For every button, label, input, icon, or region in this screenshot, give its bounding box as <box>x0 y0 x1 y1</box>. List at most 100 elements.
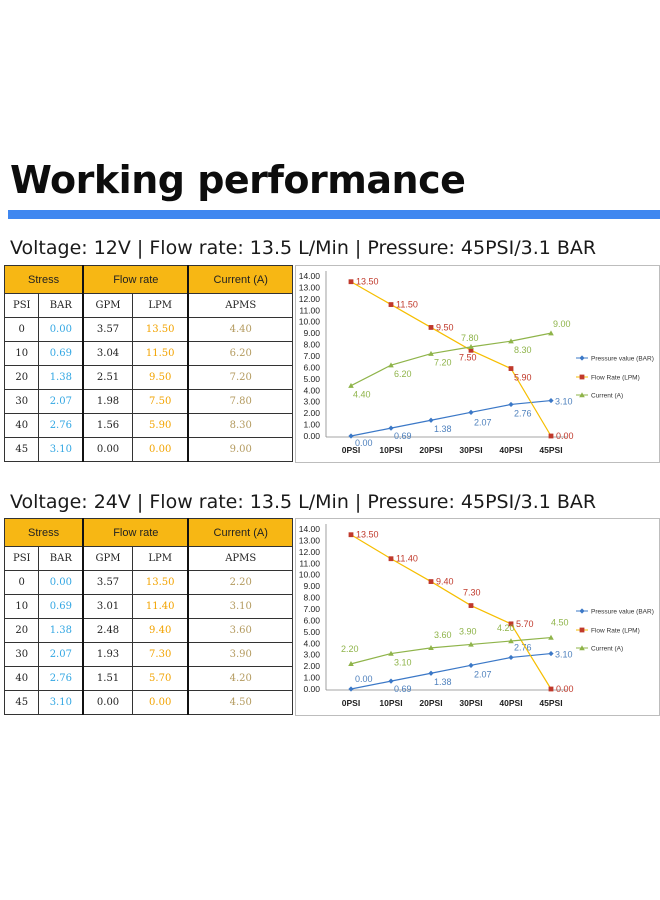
table-row: 40 2.76 1.56 5.90 8.30 <box>3 413 294 438</box>
cell-bar: 3.10 <box>38 690 84 715</box>
series-point-marker <box>348 433 354 439</box>
data-label: 0.69 <box>394 431 412 441</box>
series-point-marker <box>428 579 434 584</box>
y-tick-label: 4.00 <box>303 638 320 648</box>
y-tick-label: 5.00 <box>303 374 320 384</box>
cell-lpm: 9.40 <box>131 618 189 643</box>
x-tick-label: 45PSI <box>539 698 562 708</box>
y-tick-label: 8.00 <box>303 593 320 603</box>
group-header-current: Current (A) <box>187 265 294 294</box>
cell-psi: 30 <box>3 389 40 414</box>
cell-lpm: 0.00 <box>131 437 189 462</box>
column-header-lpm: LPM <box>131 546 189 571</box>
series-point-marker <box>428 670 434 676</box>
data-label: 6.20 <box>394 369 412 379</box>
table-row: 30 2.07 1.93 7.30 3.90 <box>3 642 294 667</box>
data-label: 1.38 <box>434 677 452 687</box>
cell-gpm: 1.56 <box>82 413 133 438</box>
performance-table: Stress Flow rate Current (A) PSI BAR GPM… <box>3 518 294 715</box>
series-point-marker <box>468 641 474 647</box>
cell-bar: 0.69 <box>38 341 84 366</box>
legend-label: Flow Rate (LPM) <box>591 375 640 382</box>
legend-marker <box>579 608 585 614</box>
series-line <box>350 399 552 437</box>
cell-apms: 7.80 <box>187 389 294 414</box>
data-label: 7.20 <box>434 358 452 368</box>
series-point-marker <box>468 344 474 350</box>
y-tick-label: 5.00 <box>303 627 320 637</box>
series-point-marker <box>548 330 554 336</box>
series-point-marker <box>388 556 394 562</box>
cell-bar: 2.76 <box>38 413 84 438</box>
data-label: 11.50 <box>396 300 418 310</box>
column-header-gpm: GPM <box>82 546 133 571</box>
series-point-marker <box>468 603 474 608</box>
cell-gpm: 0.00 <box>82 690 133 715</box>
cell-bar: 0.00 <box>38 570 84 595</box>
cell-lpm: 9.50 <box>131 365 189 390</box>
data-label: 4.40 <box>353 390 371 400</box>
column-header-apms: APMS <box>187 546 294 571</box>
cell-apms: 6.20 <box>187 341 294 366</box>
data-label: 3.60 <box>434 630 452 640</box>
legend-label: Flow Rate (LPM) <box>591 628 640 635</box>
series-point-marker <box>468 662 474 668</box>
page-title: Working performance <box>10 158 466 202</box>
cell-psi: 20 <box>3 618 40 643</box>
group-header-current: Current (A) <box>187 518 294 547</box>
legend-label: Current (A) <box>591 646 623 653</box>
table-row: 20 1.38 2.51 9.50 7.20 <box>3 365 294 390</box>
data-label: 3.10 <box>555 650 573 660</box>
cell-apms: 4.20 <box>187 666 294 691</box>
series-point-marker <box>508 338 514 344</box>
data-label: 7.80 <box>461 333 479 343</box>
cell-psi: 30 <box>3 642 40 667</box>
y-tick-label: 6.00 <box>303 362 320 372</box>
series-point-marker <box>348 661 354 667</box>
cell-apms: 8.30 <box>187 413 294 438</box>
cell-gpm: 3.01 <box>82 594 133 619</box>
cell-bar: 0.69 <box>38 594 84 619</box>
cell-gpm: 1.98 <box>82 389 133 414</box>
group-header-stress: Stress <box>4 518 84 547</box>
group-header-stress: Stress <box>4 265 84 294</box>
legend-marker <box>579 374 585 380</box>
performance-chart-svg: 0.001.002.003.004.005.006.007.008.009.00… <box>299 271 654 455</box>
title-underline-bar <box>8 210 660 219</box>
cell-psi: 0 <box>3 570 40 595</box>
section-heading: Voltage: 12V | Flow rate: 13.5 L/Min | P… <box>10 237 597 259</box>
series-point-marker <box>548 650 554 657</box>
series-point-marker <box>508 654 514 661</box>
data-label: 2.76 <box>514 408 532 418</box>
cell-gpm: 3.57 <box>82 317 133 342</box>
y-tick-label: 0.00 <box>303 684 320 694</box>
x-tick-label: 30PSI <box>459 445 482 455</box>
data-label: 2.20 <box>341 644 359 654</box>
y-tick-label: 2.00 <box>303 408 320 418</box>
series-point-marker <box>548 634 554 640</box>
y-tick-label: 4.00 <box>303 385 320 395</box>
data-label: 0.69 <box>394 684 412 694</box>
cell-lpm: 11.40 <box>131 594 189 619</box>
y-tick-label: 14.00 <box>299 524 321 534</box>
cell-psi: 45 <box>3 437 40 462</box>
data-label: 3.10 <box>394 658 412 668</box>
y-tick-label: 11.00 <box>299 558 320 568</box>
data-label: 13.50 <box>356 530 379 540</box>
cell-psi: 40 <box>3 666 40 691</box>
series-point-marker <box>548 433 554 439</box>
y-tick-label: 9.00 <box>303 328 320 338</box>
y-tick-label: 1.00 <box>303 420 320 430</box>
y-tick-label: 8.00 <box>303 340 320 350</box>
legend-marker <box>579 355 585 361</box>
performance-chart: 0.00 1.00 2.00 3.00 4.00 5.00 6.00 7.00 8.00 9.00… <box>295 518 660 716</box>
data-label: 2.76 <box>514 642 532 652</box>
series-point-marker <box>508 366 514 371</box>
data-label: 4.20 <box>497 623 515 633</box>
cell-lpm: 13.50 <box>131 570 189 595</box>
y-tick-label: 12.00 <box>299 294 321 304</box>
series-point-marker <box>388 650 394 656</box>
series-point-marker <box>428 350 434 356</box>
series-point-marker <box>388 362 394 368</box>
cell-lpm: 5.70 <box>131 666 189 691</box>
